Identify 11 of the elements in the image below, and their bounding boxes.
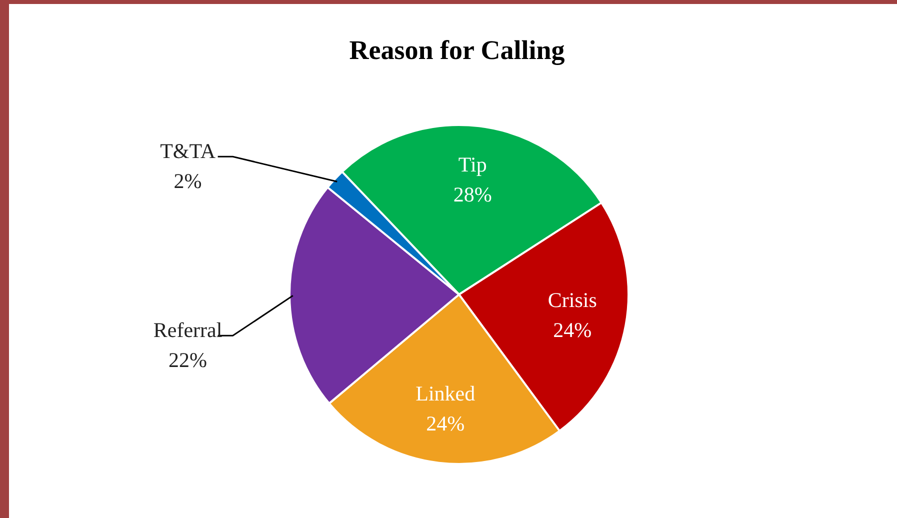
slice-label: Referral: [153, 318, 222, 342]
data-label: 24%: [426, 411, 465, 436]
chart-title: Reason for Calling: [349, 34, 566, 65]
slice-label: Linked: [416, 381, 476, 406]
slice-label: Crisis: [548, 288, 597, 312]
data-label: 24%: [553, 318, 592, 342]
slice-label: T&TA: [160, 139, 216, 164]
data-label: 28%: [453, 182, 492, 207]
slice-label: Tip: [458, 152, 487, 177]
data-label: 22%: [168, 348, 208, 372]
data-label: 2%: [174, 169, 202, 194]
